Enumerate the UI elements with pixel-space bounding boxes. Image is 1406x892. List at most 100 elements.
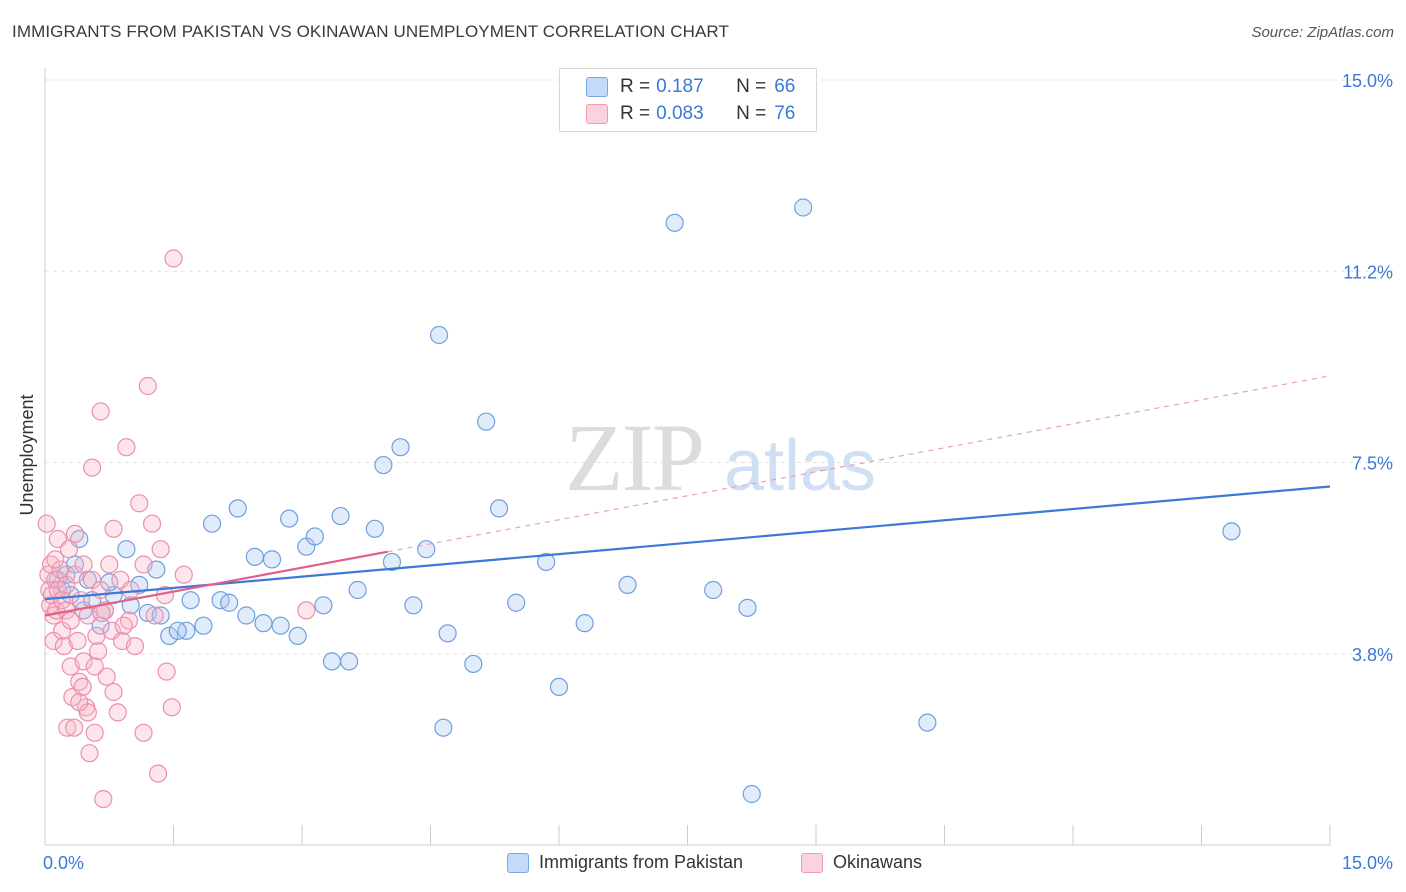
trend-line-pakistan — [44, 485, 1331, 601]
legend-item-okinawans: Okinawans — [801, 852, 922, 873]
correlation-legend: R = 0.187 N = 66 R = 0.083 N = 76 — [559, 68, 817, 132]
pakistan-point — [575, 614, 594, 633]
okinawans-point — [37, 514, 56, 533]
pakistan-point — [489, 499, 509, 518]
pakistan-point — [254, 614, 273, 633]
x-tick-label: 15.0% — [1342, 853, 1393, 873]
pakistan-point — [340, 652, 359, 671]
okinawans-point — [71, 591, 91, 610]
okinawans-point — [54, 636, 73, 656]
okinawans-point — [94, 789, 113, 809]
legend-row-okinawans: R = 0.083 N = 76 — [586, 102, 795, 126]
pakistan-point — [918, 713, 937, 732]
trend-line-okinawans — [44, 550, 388, 617]
pakistan-point — [181, 591, 200, 610]
y-tick-label: 7.5% — [1352, 454, 1393, 474]
watermark-zip: ZIP — [565, 404, 703, 511]
pakistan-point — [464, 654, 483, 674]
legend-r-label: R = — [620, 76, 651, 97]
okinawans-point — [46, 550, 65, 569]
pakistan-point — [507, 593, 526, 612]
pakistan-point — [365, 519, 384, 538]
okinawans-point — [61, 611, 80, 630]
pakistan-point — [1222, 522, 1241, 541]
y-axis-label: Unemployment — [17, 394, 37, 515]
pakistan-point — [288, 626, 307, 646]
pakistan-point — [374, 455, 393, 475]
pakistan-point — [314, 596, 333, 615]
pakistan-point — [382, 552, 402, 572]
okinawans-point — [138, 376, 157, 396]
okinawans-point — [87, 626, 106, 646]
legend-r-label: R = — [620, 103, 651, 124]
source-label: Source: ZipAtlas.com — [1251, 24, 1394, 41]
okinawans-point — [162, 698, 181, 717]
okinawans-point — [134, 555, 153, 574]
okinawans-point — [100, 555, 119, 574]
pakistan-point — [794, 198, 813, 217]
pakistan-point — [331, 506, 350, 526]
okinawans-point — [89, 642, 108, 661]
series-legend: Immigrants from Pakistan Okinawans — [0, 852, 1406, 878]
pakistan-point — [305, 527, 324, 546]
pakistan-point — [280, 509, 299, 528]
series-okinawans-points — [37, 249, 316, 809]
pakistan-point — [742, 784, 761, 804]
legend-swatch-pakistan — [586, 77, 608, 97]
okinawans-point — [142, 514, 162, 533]
pakistan-point — [262, 550, 282, 569]
pakistan-point — [438, 624, 457, 643]
pakistan-point — [160, 626, 179, 646]
pakistan-point — [130, 575, 149, 595]
okinawans-point — [164, 249, 183, 268]
legend-n-value: 76 — [774, 103, 796, 124]
okinawans-point — [70, 672, 89, 691]
okinawans-point — [104, 519, 123, 538]
pakistan-point — [429, 325, 449, 345]
pakistan-point — [168, 621, 187, 640]
okinawans-point — [97, 667, 116, 686]
okinawans-point — [65, 524, 85, 544]
pakistan-point — [537, 552, 556, 572]
legend-r-value: 0.187 — [656, 76, 704, 97]
okinawans-point — [91, 402, 110, 421]
pakistan-point — [271, 616, 290, 635]
okinawans-point — [83, 458, 102, 477]
okinawans-point — [151, 540, 170, 559]
okinawans-point — [125, 636, 145, 656]
okinawans-point — [85, 723, 104, 742]
pakistan-point — [417, 540, 436, 559]
pakistan-point — [220, 593, 239, 612]
axis-layer — [44, 68, 1331, 846]
grid-layer — [45, 79, 1395, 655]
legend-n-value: 66 — [774, 76, 796, 97]
legend-item-pakistan: Immigrants from Pakistan — [507, 852, 743, 873]
okinawans-point — [121, 580, 140, 600]
pakistan-point — [434, 718, 453, 737]
trend-lines — [44, 375, 1331, 617]
okinawans-point — [48, 529, 67, 549]
okinawans-point — [297, 601, 316, 620]
pakistan-point — [404, 596, 423, 615]
okinawans-point — [134, 723, 153, 742]
okinawans-point — [117, 438, 136, 457]
pakistan-point — [194, 616, 213, 635]
legend-swatch-okinawans — [801, 852, 823, 873]
okinawans-point — [68, 631, 87, 651]
okinawans-point — [130, 494, 149, 513]
legend-n-label: N = — [736, 103, 767, 124]
legend-swatch-pakistan — [507, 852, 529, 873]
y-tick-label: 11.2% — [1343, 262, 1393, 282]
pakistan-point — [151, 606, 170, 625]
legend-swatch-okinawans — [586, 104, 608, 124]
pakistan-point — [228, 499, 247, 518]
pakistan-point — [704, 580, 723, 600]
watermark: ZIP atlas — [565, 404, 876, 511]
okinawans-point — [119, 611, 139, 630]
y-tick-label: 3.8% — [1352, 645, 1393, 665]
okinawans-point — [74, 555, 93, 574]
okinawans-point — [73, 677, 92, 697]
legend-row-pakistan: R = 0.187 N = 66 — [586, 75, 795, 99]
pakistan-point — [117, 540, 136, 559]
